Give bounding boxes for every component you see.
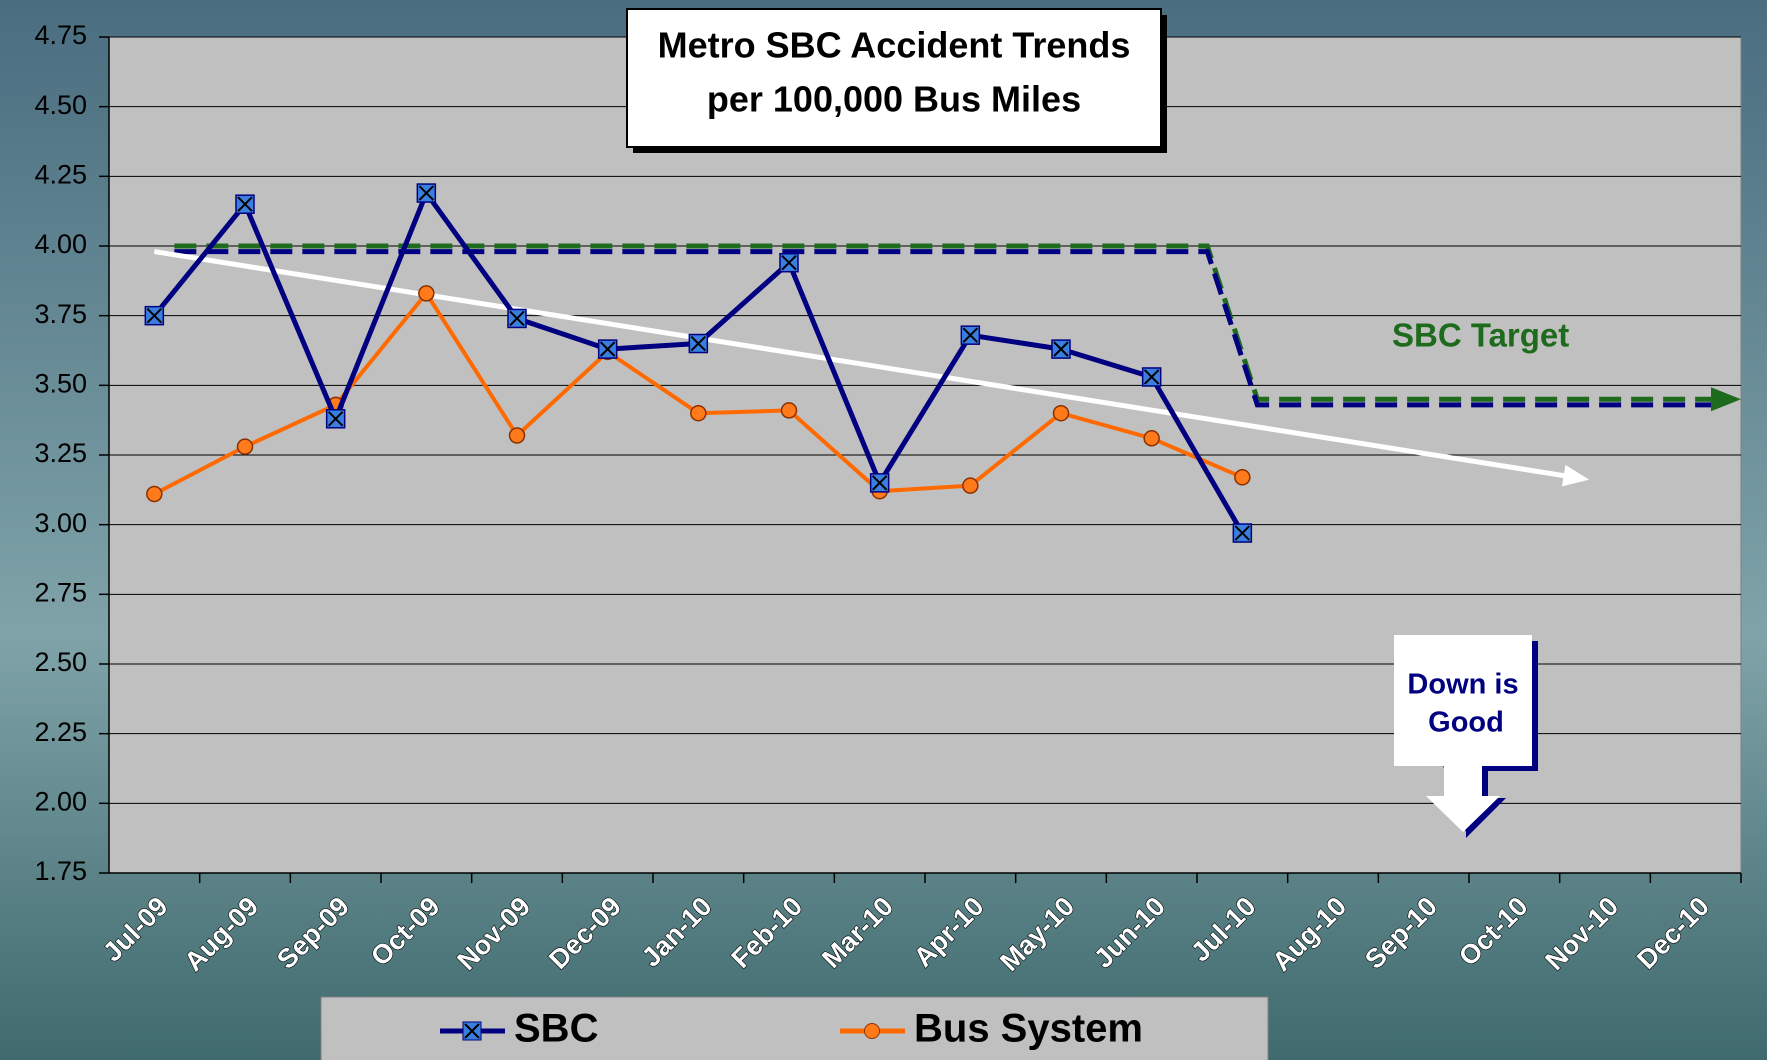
marker-cross bbox=[327, 411, 344, 427]
marker bbox=[416, 183, 437, 203]
y-tick-label: 4.00 bbox=[34, 229, 87, 259]
legend-marker bbox=[864, 1023, 880, 1039]
y-tick-label: 4.25 bbox=[34, 159, 87, 189]
trend-line bbox=[153, 249, 1575, 480]
marker bbox=[960, 325, 981, 345]
marker-cross bbox=[962, 327, 979, 343]
marker-cross bbox=[418, 185, 435, 201]
marker bbox=[1143, 430, 1160, 447]
trend-arrow bbox=[1561, 464, 1590, 487]
marker-cross bbox=[871, 475, 888, 491]
target-arrow bbox=[1711, 387, 1741, 412]
marker bbox=[146, 485, 163, 503]
y-tick-label: 4.50 bbox=[34, 90, 87, 120]
annotation-text: Down is bbox=[1407, 669, 1518, 701]
annotation-text: Good bbox=[1428, 707, 1504, 739]
marker-cross bbox=[1143, 369, 1160, 385]
legend-marker-cross bbox=[464, 1023, 480, 1039]
marker-cross bbox=[781, 255, 797, 271]
target-label: SBC Target bbox=[1392, 317, 1569, 354]
y-tick-label: 1.75 bbox=[34, 856, 87, 886]
y-tick-label: 2.00 bbox=[34, 786, 87, 816]
annotation-box bbox=[1394, 635, 1532, 832]
marker bbox=[1051, 339, 1071, 359]
marker bbox=[597, 339, 618, 359]
marker bbox=[869, 473, 890, 493]
title-box bbox=[626, 8, 1162, 148]
marker-cross bbox=[509, 310, 525, 327]
chart-subtitle: per 100,000 Bus Miles bbox=[707, 79, 1081, 120]
marker bbox=[690, 404, 707, 422]
marker bbox=[236, 438, 254, 455]
marker bbox=[1141, 367, 1162, 387]
marker-cross bbox=[237, 196, 253, 212]
marker-cross bbox=[1053, 341, 1069, 357]
y-tick-label: 4.75 bbox=[34, 20, 87, 50]
marker bbox=[688, 333, 709, 354]
marker-cross bbox=[599, 341, 616, 357]
marker bbox=[780, 402, 798, 419]
marker bbox=[1052, 404, 1070, 422]
y-tick-label: 3.00 bbox=[34, 508, 87, 538]
annotation: Down is Good bbox=[1394, 635, 1538, 838]
marker-cross bbox=[690, 335, 707, 352]
marker bbox=[1234, 469, 1251, 486]
target-line bbox=[174, 249, 1721, 408]
marker bbox=[144, 305, 165, 326]
marker bbox=[325, 409, 346, 429]
marker bbox=[235, 194, 255, 214]
marker bbox=[779, 252, 799, 273]
marker bbox=[508, 427, 526, 444]
legend-label: SBC bbox=[514, 1007, 598, 1051]
y-tick-label: 2.75 bbox=[34, 577, 87, 607]
chart-title: Metro SBC Accident Trends bbox=[658, 25, 1131, 66]
y-tick-label: 2.50 bbox=[34, 647, 87, 677]
target-line bbox=[174, 243, 1721, 402]
marker-cross bbox=[1234, 525, 1251, 541]
y-tick-label: 3.75 bbox=[34, 299, 87, 329]
y-tick-label: 3.50 bbox=[34, 368, 87, 398]
legend-label: Bus System bbox=[914, 1007, 1143, 1051]
marker-cross bbox=[146, 307, 163, 324]
marker bbox=[418, 285, 435, 302]
marker bbox=[1232, 523, 1253, 543]
y-tick-label: 3.25 bbox=[34, 438, 87, 468]
marker bbox=[507, 308, 527, 329]
y-tick-label: 2.25 bbox=[34, 717, 87, 747]
marker bbox=[962, 477, 979, 494]
